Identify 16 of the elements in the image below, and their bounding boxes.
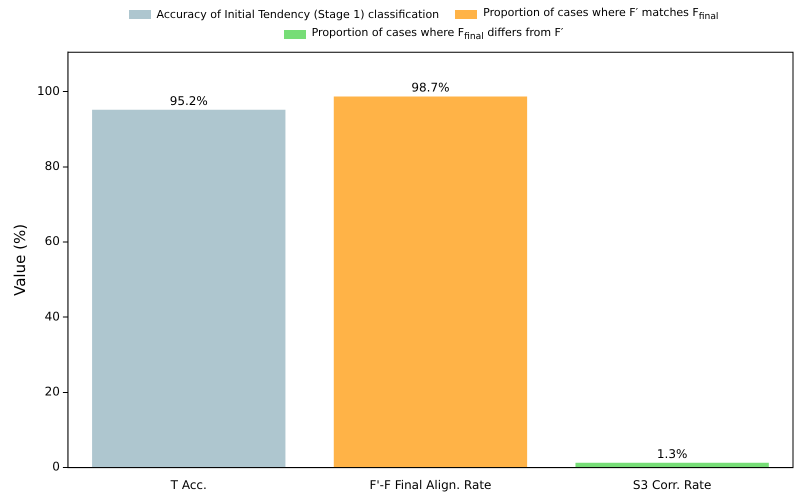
legend-label: Proportion of cases where F$_{final}$ differs from F′: [312, 26, 564, 42]
x-tick-label: F'-F Final Align. Rate: [369, 478, 492, 492]
y-axis-title: Value (%): [10, 224, 29, 296]
x-tick-label: S3 Corr. Rate: [632, 478, 712, 492]
y-tick-label: 60: [44, 234, 60, 249]
y-tick-label: 0: [52, 460, 60, 474]
legend-label: Proportion of cases where F′ matches F$_{final}$: [483, 6, 718, 22]
data-label: 95.2%: [170, 94, 208, 108]
x-tick-label: T Acc.: [170, 478, 207, 492]
y-tick-label: 40: [44, 310, 60, 324]
y-tick-label: 20: [44, 384, 60, 399]
y-tick-label: 100: [37, 84, 60, 98]
legend-label: Accuracy of Initial Tendency (Stage 1) classification: [156, 8, 440, 21]
data-label: 98.7%: [411, 81, 450, 96]
data-label: 1.3%: [656, 447, 688, 462]
y-tick-label: 80: [44, 159, 60, 174]
